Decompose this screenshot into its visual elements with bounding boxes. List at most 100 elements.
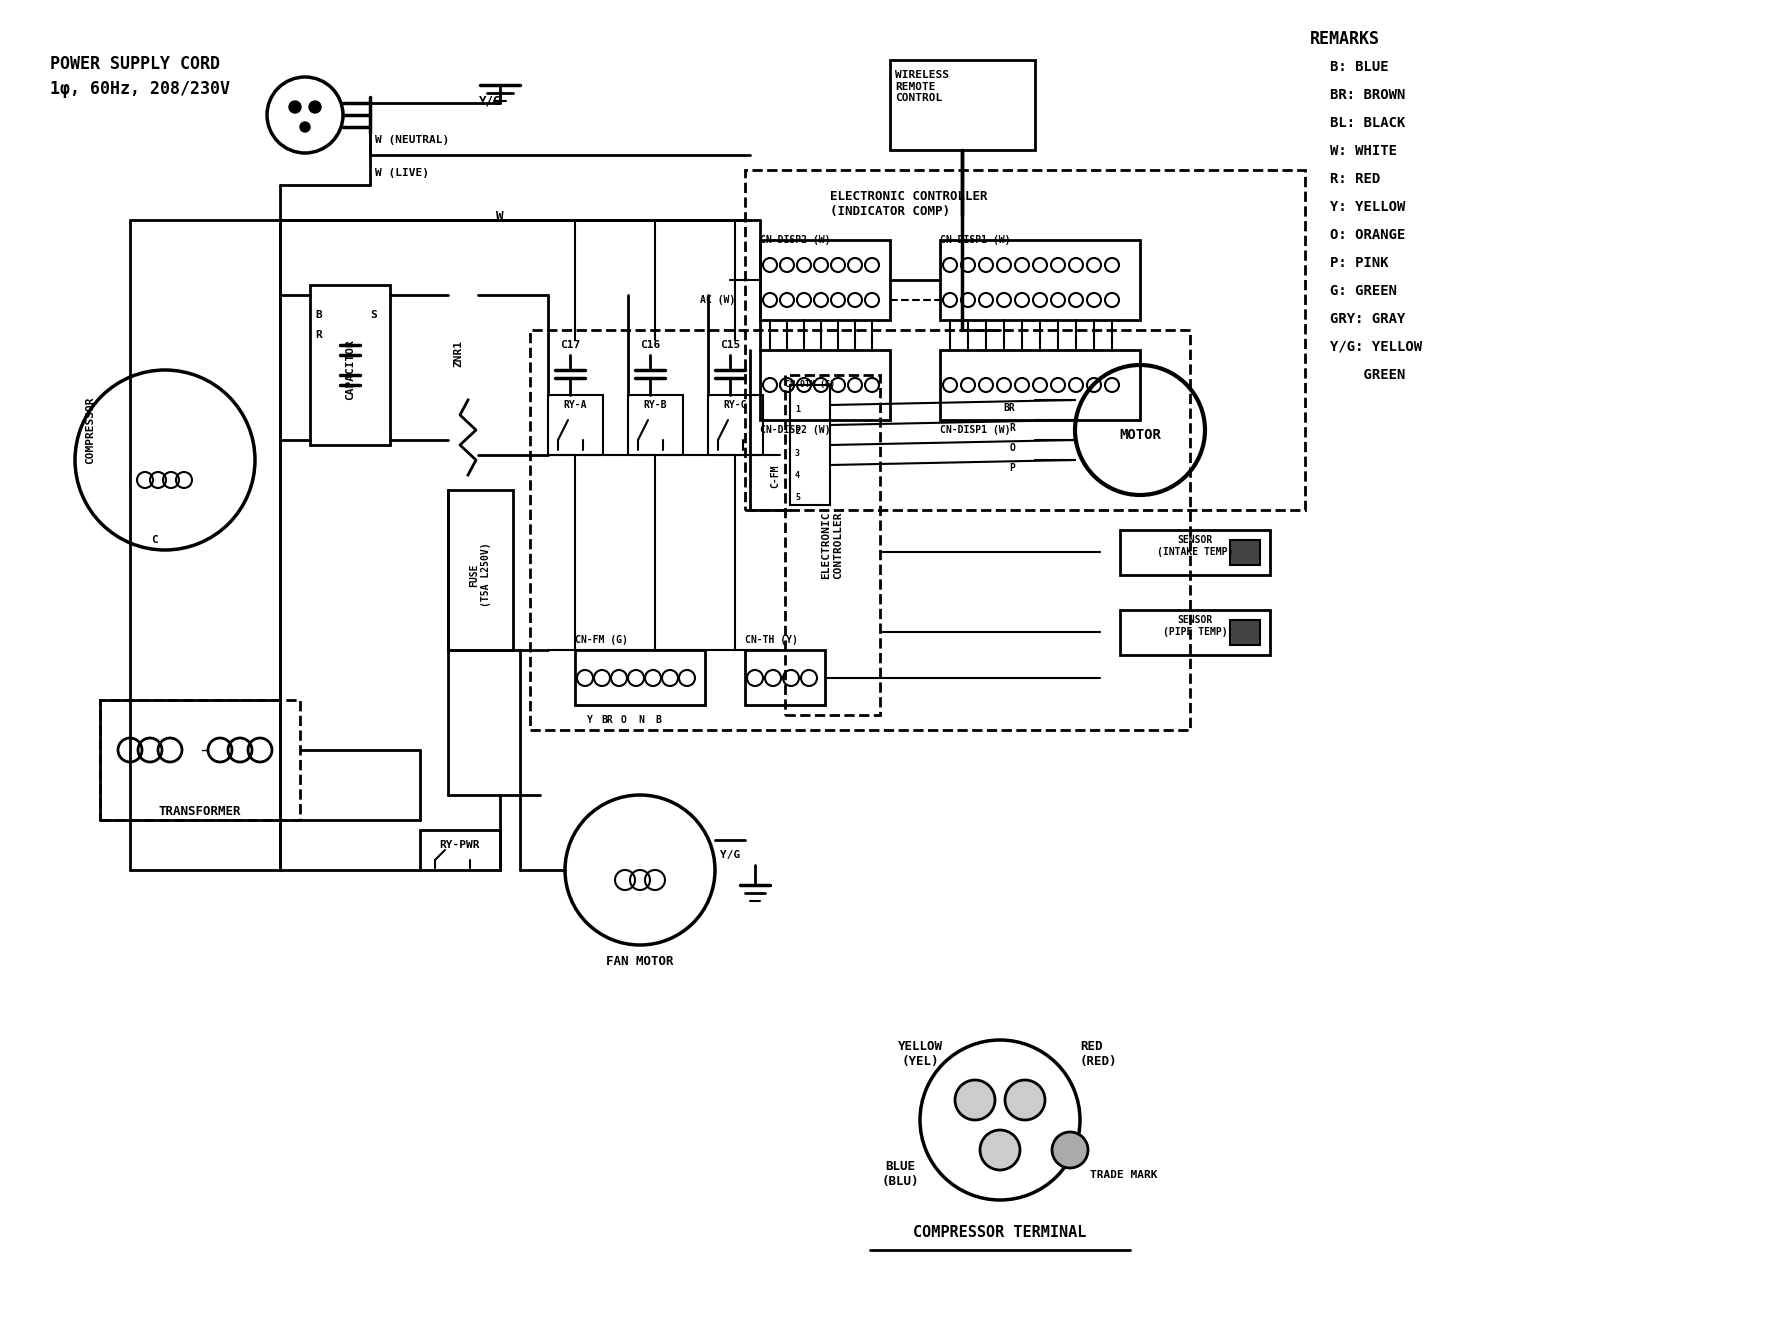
Text: CN-DISP1 (W): CN-DISP1 (W): [941, 425, 1010, 435]
Bar: [941, 240, 1140, 320]
Bar: [891, 60, 1035, 150]
Text: 5: 5: [795, 493, 800, 502]
Text: W: WHITE: W: WHITE: [1330, 144, 1398, 158]
Text: BR: BROWN: BR: BROWN: [1330, 88, 1405, 101]
Bar: [745, 170, 1305, 510]
Text: FAN MOTOR: FAN MOTOR: [606, 955, 674, 968]
Bar: [708, 395, 763, 455]
Circle shape: [290, 101, 300, 113]
Bar: [786, 375, 880, 716]
Circle shape: [1005, 1080, 1045, 1120]
Text: B: BLUE: B: BLUE: [1330, 60, 1389, 73]
Text: GREEN: GREEN: [1330, 368, 1405, 382]
Text: ELECTRONIC CONTROLLER
(INDICATOR COMP): ELECTRONIC CONTROLLER (INDICATOR COMP): [830, 190, 987, 218]
Text: SENSOR
(PIPE TEMP): SENSOR (PIPE TEMP): [1163, 615, 1227, 637]
Bar: [941, 350, 1140, 421]
Text: BL: BLACK: BL: BLACK: [1330, 116, 1405, 129]
Text: TRANSFORMER: TRANSFORMER: [158, 805, 242, 818]
Text: R: R: [1010, 423, 1015, 433]
Text: B: B: [654, 716, 661, 725]
Circle shape: [1053, 1132, 1088, 1168]
Text: W: W: [496, 210, 503, 223]
Text: C: C: [151, 535, 158, 545]
Text: 1: 1: [795, 405, 800, 414]
Text: Y/G: Y/G: [720, 850, 740, 860]
Text: S: S: [370, 310, 377, 320]
Text: RY-C: RY-C: [724, 400, 747, 410]
Text: Y/G: YELLOW: Y/G: YELLOW: [1330, 340, 1422, 354]
Bar: [1230, 619, 1261, 645]
Text: BR: BR: [1003, 403, 1015, 413]
Text: R: RED: R: RED: [1330, 172, 1380, 186]
Text: BR: BR: [601, 716, 613, 725]
Text: BLUE
(BLU): BLUE (BLU): [882, 1160, 919, 1188]
Text: RY-B: RY-B: [644, 400, 667, 410]
Text: C-FM: C-FM: [770, 465, 781, 489]
Text: TRADE MARK: TRADE MARK: [1090, 1169, 1157, 1180]
Bar: [448, 490, 514, 650]
Bar: [548, 395, 603, 455]
Text: P: P: [1010, 463, 1015, 473]
Bar: [1120, 610, 1269, 655]
Text: COMPRESSOR TERMINAL: COMPRESSOR TERMINAL: [914, 1226, 1086, 1240]
Text: SENSOR
(INTAKE TEMP): SENSOR (INTAKE TEMP): [1157, 535, 1234, 557]
Text: C17: C17: [560, 340, 580, 350]
Bar: [789, 384, 830, 505]
Text: RY-PWR: RY-PWR: [439, 840, 480, 850]
Circle shape: [309, 101, 322, 113]
Text: O: ORANGE: O: ORANGE: [1330, 228, 1405, 242]
Text: C16: C16: [640, 340, 660, 350]
Text: REMARKS: REMARKS: [1310, 29, 1380, 48]
Text: W (NEUTRAL): W (NEUTRAL): [375, 135, 450, 146]
Text: C15: C15: [720, 340, 740, 350]
Text: CN-DISP2 (W): CN-DISP2 (W): [759, 235, 830, 246]
Bar: [574, 650, 706, 705]
Text: 3: 3: [795, 449, 800, 458]
Text: 2: 2: [795, 427, 800, 437]
Text: ELECTRONIC
CONTROLLER: ELECTRONIC CONTROLLER: [821, 511, 843, 579]
Text: 4: 4: [795, 471, 800, 481]
Text: CAPACITOR: CAPACITOR: [345, 339, 356, 400]
Text: WIRELESS
REMOTE
CONTROL: WIRELESS REMOTE CONTROL: [894, 69, 949, 103]
Text: O: O: [1010, 443, 1015, 453]
Text: MOTOR: MOTOR: [1118, 429, 1161, 442]
Bar: [1120, 530, 1269, 575]
Text: CN-9TM (G): CN-9TM (G): [786, 380, 836, 388]
Text: GRY: GRAY: GRY: GRAY: [1330, 312, 1405, 326]
Text: Y: YELLOW: Y: YELLOW: [1330, 200, 1405, 214]
Circle shape: [300, 121, 309, 132]
Text: 1φ, 60Hz, 208/230V: 1φ, 60Hz, 208/230V: [50, 80, 229, 97]
Text: P: PINK: P: PINK: [1330, 256, 1389, 270]
Text: B: B: [315, 310, 322, 320]
Text: Y: Y: [587, 716, 592, 725]
Text: O: O: [621, 716, 628, 725]
Bar: [420, 830, 500, 870]
Text: RY-A: RY-A: [564, 400, 587, 410]
Text: CN-DISP1 (W): CN-DISP1 (W): [941, 235, 1010, 246]
Circle shape: [980, 1129, 1021, 1169]
Text: RED
(RED): RED (RED): [1079, 1040, 1118, 1068]
Text: CN-DISP2 (W): CN-DISP2 (W): [759, 425, 830, 435]
Bar: [1230, 539, 1261, 565]
Text: R: R: [315, 330, 322, 340]
Text: CN-FM (G): CN-FM (G): [574, 635, 628, 645]
Circle shape: [955, 1080, 996, 1120]
Text: FUSE
(T5A L250V): FUSE (T5A L250V): [469, 543, 491, 607]
Text: Y/G: Y/G: [478, 95, 501, 108]
Bar: [745, 650, 825, 705]
Text: W (LIVE): W (LIVE): [375, 168, 428, 178]
Text: POWER SUPPLY CORD: POWER SUPPLY CORD: [50, 55, 220, 73]
Bar: [530, 330, 1189, 730]
Text: CN-TH (Y): CN-TH (Y): [745, 635, 798, 645]
Text: YELLOW
(YEL): YELLOW (YEL): [898, 1040, 942, 1068]
Bar: [759, 240, 891, 320]
Text: AC (W): AC (W): [701, 295, 736, 304]
Bar: [628, 395, 683, 455]
Bar: [100, 700, 300, 820]
Text: G: GREEN: G: GREEN: [1330, 284, 1398, 298]
Bar: [759, 350, 891, 421]
Text: ZNR1: ZNR1: [453, 340, 462, 367]
Text: COMPRESSOR: COMPRESSOR: [85, 396, 94, 463]
Bar: [309, 284, 389, 445]
Text: N: N: [638, 716, 644, 725]
